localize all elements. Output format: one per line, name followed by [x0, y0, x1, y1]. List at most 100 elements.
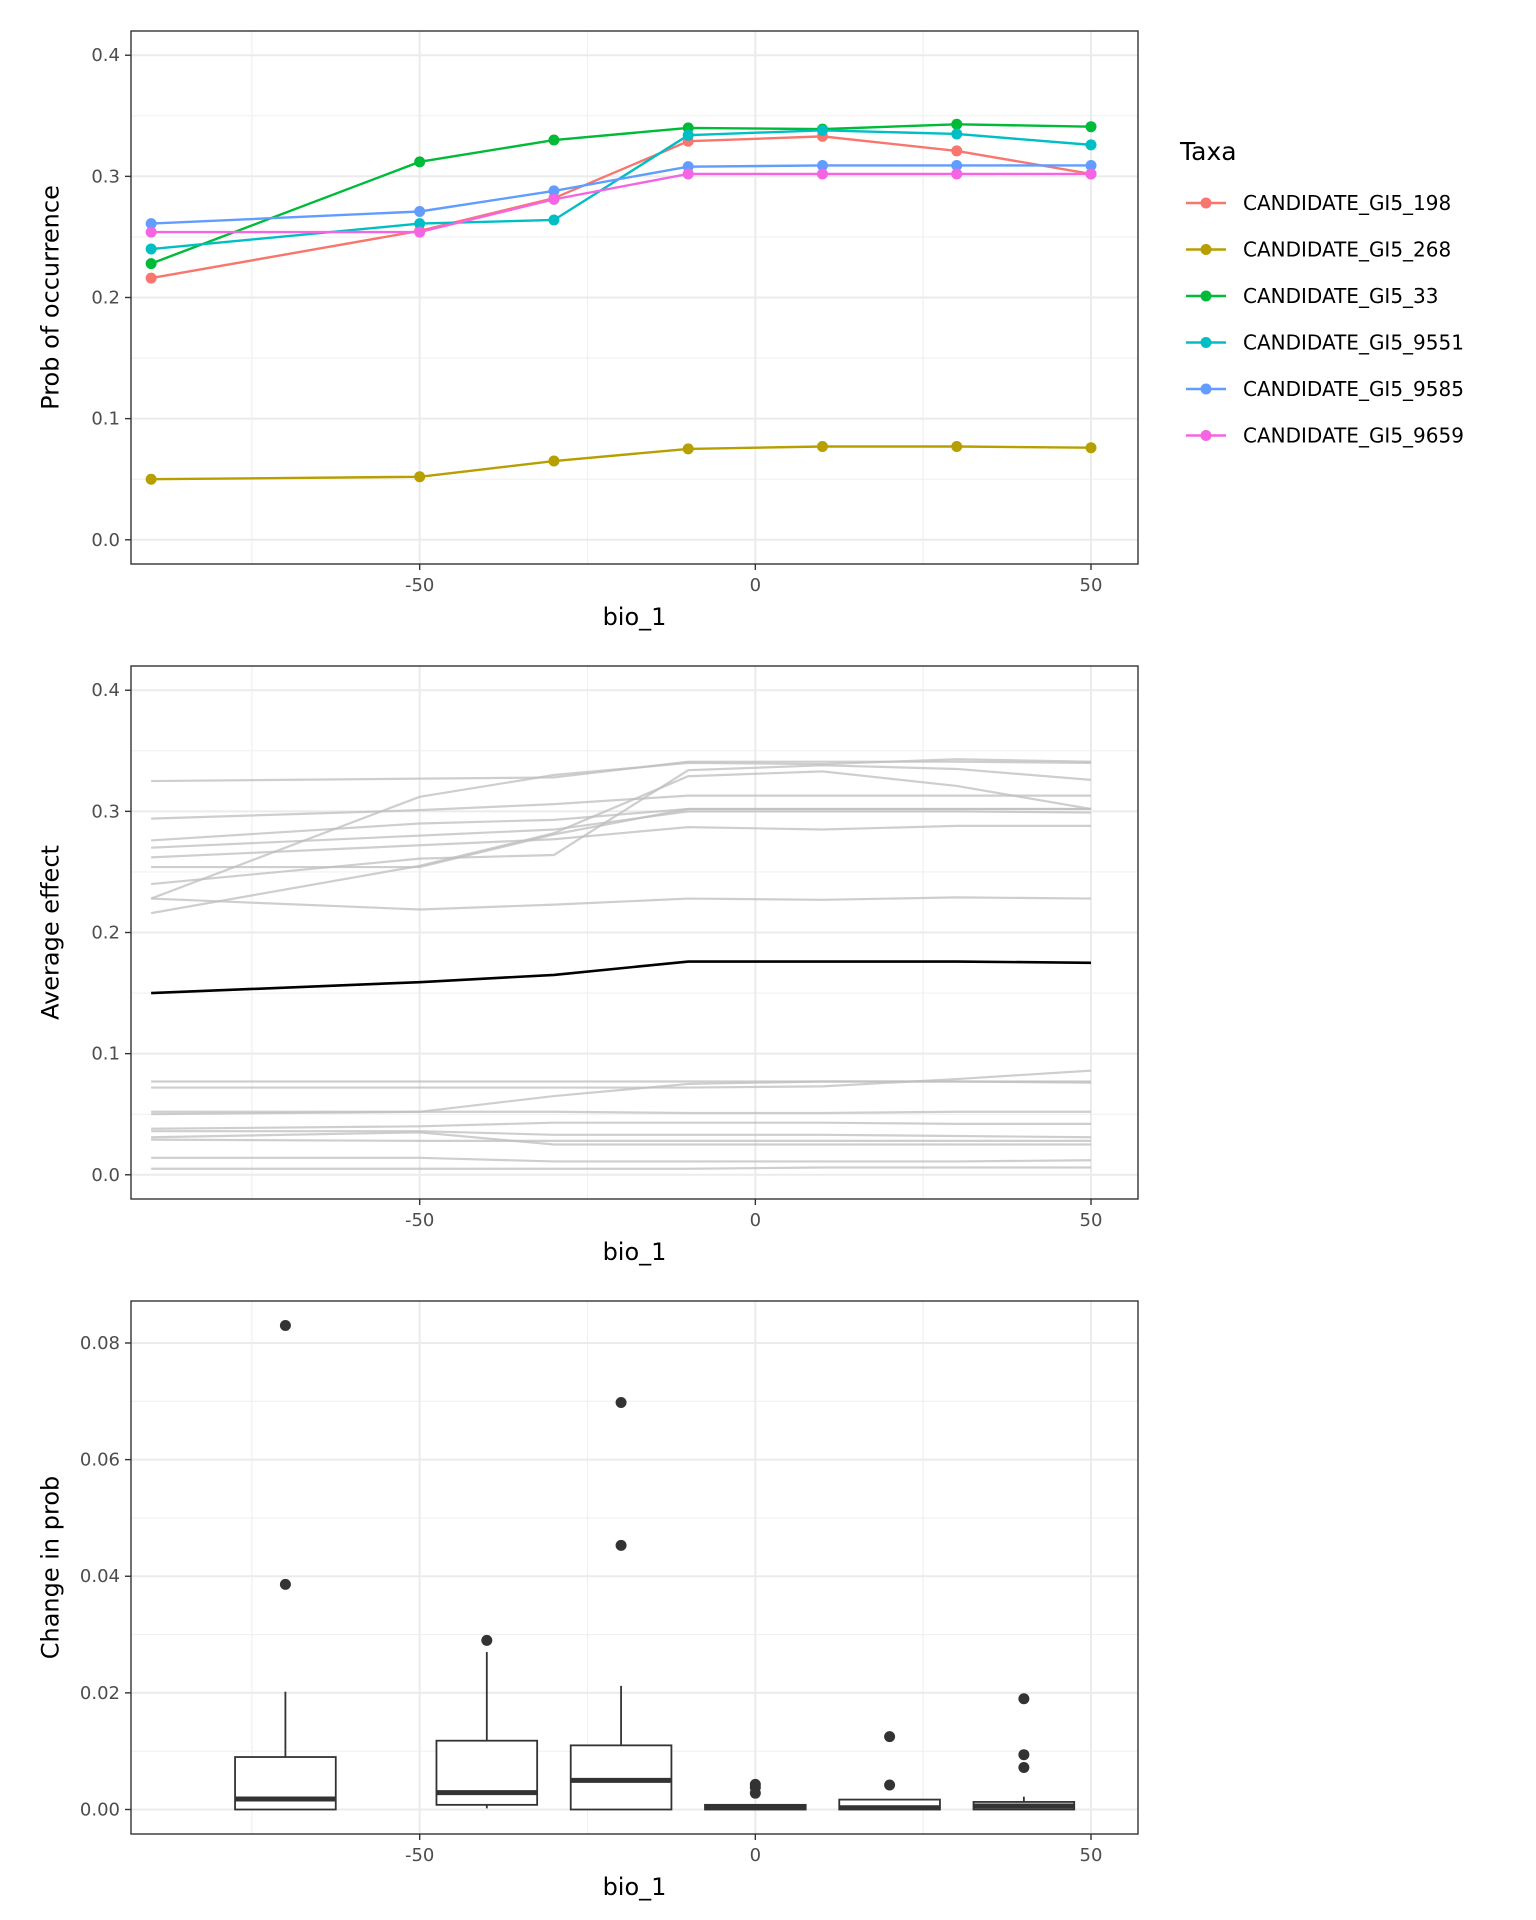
- y-tick-label: 0.00: [80, 1800, 120, 1821]
- x-axis-label: bio_1: [603, 1238, 667, 1266]
- data-point: [951, 128, 963, 140]
- x-tick-label: 0: [750, 575, 761, 596]
- data-point: [816, 168, 828, 180]
- panel-border: [130, 1300, 1139, 1835]
- axis-ticks: -50 0 50 0.00 0.02 0.04 0.06 0.08: [80, 1333, 1103, 1866]
- data-point: [951, 159, 963, 171]
- x-axis-label: bio_1: [603, 1873, 667, 1901]
- legend-label: CANDIDATE_GI5_9551: [1243, 331, 1464, 355]
- taxon-effect-line: [151, 1121, 1092, 1130]
- data-point: [951, 118, 963, 130]
- data-point: [145, 243, 157, 255]
- grid: [131, 666, 1138, 1199]
- x-tick-label: 50: [1080, 575, 1103, 596]
- y-tick-label: 0.0: [91, 1165, 120, 1186]
- data-point: [1085, 121, 1097, 133]
- outlier-point: [615, 1396, 627, 1408]
- data-point: [548, 455, 560, 467]
- taxon-effect-line: [151, 1138, 1092, 1142]
- data-point: [682, 168, 694, 180]
- y-tick-label: 0.1: [91, 1044, 120, 1065]
- taxon-effect-line: [151, 1156, 1092, 1163]
- y-tick-label: 0.2: [91, 288, 120, 309]
- plot-marks: [234, 1319, 1076, 1811]
- data-point: [951, 440, 963, 452]
- taxon-effect-line: [151, 1130, 1092, 1139]
- grid: [131, 31, 1138, 564]
- taxon-effect-line: [151, 824, 1092, 859]
- axis-ticks: -50 0 50 0.0 0.1 0.2 0.3 0.4: [91, 680, 1102, 1231]
- x-axis-label: bio_1: [603, 603, 667, 631]
- plot-marks: [145, 118, 1097, 485]
- taxon-effect-line: [151, 1166, 1092, 1170]
- x-tick-label: 0: [750, 1210, 761, 1231]
- taxon-effect-line: [151, 810, 1092, 849]
- legend-label: CANDIDATE_GI5_198: [1243, 191, 1451, 215]
- outlier-point: [884, 1779, 896, 1791]
- data-point: [682, 443, 694, 455]
- y-axis-label: Average effect: [36, 845, 64, 1020]
- taxon-effect-line: [151, 794, 1092, 820]
- outlier-point: [1018, 1749, 1030, 1761]
- data-point: [145, 473, 157, 485]
- outlier-point: [1018, 1693, 1030, 1705]
- y-tick-label: 0.06: [80, 1450, 120, 1471]
- data-point: [145, 226, 157, 238]
- panel-prob-of-occurrence: -50 0 50 0.0 0.1 0.2 0.3 0.4 bio_1 Prob of occu…: [36, 30, 1139, 631]
- taxon-effect-line: [151, 764, 1092, 886]
- outlier-point: [884, 1731, 896, 1743]
- data-point: [1085, 442, 1097, 454]
- data-point: [951, 168, 963, 180]
- data-point: [816, 440, 828, 452]
- data-point: [414, 471, 426, 483]
- legend-label: CANDIDATE_GI5_9659: [1243, 424, 1464, 448]
- y-tick-label: 0.3: [91, 801, 120, 822]
- legend-key-point: [1200, 430, 1212, 441]
- taxon-effect-line: [151, 1110, 1092, 1115]
- average-effect-line: [151, 960, 1092, 995]
- data-point: [1085, 168, 1097, 180]
- plot-marks: [150, 758, 1092, 1170]
- outlier-point: [615, 1539, 627, 1551]
- axis-ticks: -50 0 50 0.0 0.1 0.2 0.3 0.4: [91, 45, 1102, 596]
- legend-title: Taxa: [1179, 137, 1237, 166]
- outlier-point: [279, 1319, 291, 1331]
- legend-label: CANDIDATE_GI5_268: [1243, 238, 1451, 262]
- legend-key-point: [1200, 197, 1212, 209]
- x-tick-label: 50: [1080, 1210, 1103, 1231]
- data-point: [548, 214, 560, 226]
- outlier-point: [279, 1578, 291, 1590]
- taxon-effect-line: [151, 896, 1092, 911]
- box: [435, 1739, 539, 1806]
- x-tick-label: -50: [405, 1210, 434, 1231]
- y-tick-label: 0.04: [80, 1566, 120, 1587]
- data-point: [682, 129, 694, 141]
- legend-key-point: [1200, 244, 1212, 255]
- box: [234, 1756, 337, 1811]
- data-point: [414, 156, 426, 168]
- data-point: [414, 205, 426, 217]
- legend-key-point: [1200, 337, 1212, 348]
- y-tick-label: 0.3: [91, 166, 120, 187]
- data-point: [816, 159, 828, 171]
- x-tick-label: 0: [750, 1845, 761, 1866]
- panel-average-effect: -50 0 50 0.0 0.1 0.2 0.3 0.4 bio_1 Average effe…: [36, 665, 1139, 1266]
- data-point: [414, 226, 426, 238]
- data-point: [145, 272, 157, 284]
- box: [569, 1744, 673, 1811]
- x-tick-label: 50: [1080, 1845, 1103, 1866]
- legend-key-point: [1200, 290, 1212, 302]
- y-tick-label: 0.08: [80, 1333, 120, 1354]
- data-point: [1085, 159, 1097, 171]
- data-point: [548, 185, 560, 197]
- taxon-effect-line: [151, 1131, 1092, 1146]
- data-point: [1085, 139, 1097, 151]
- data-point: [548, 193, 560, 205]
- taxon-effect-line: [151, 807, 1092, 869]
- data-point: [145, 258, 157, 270]
- y-tick-label: 0.4: [91, 45, 120, 66]
- data-point: [951, 145, 963, 157]
- y-axis-label: Change in prob: [36, 1476, 64, 1660]
- data-point: [414, 218, 426, 230]
